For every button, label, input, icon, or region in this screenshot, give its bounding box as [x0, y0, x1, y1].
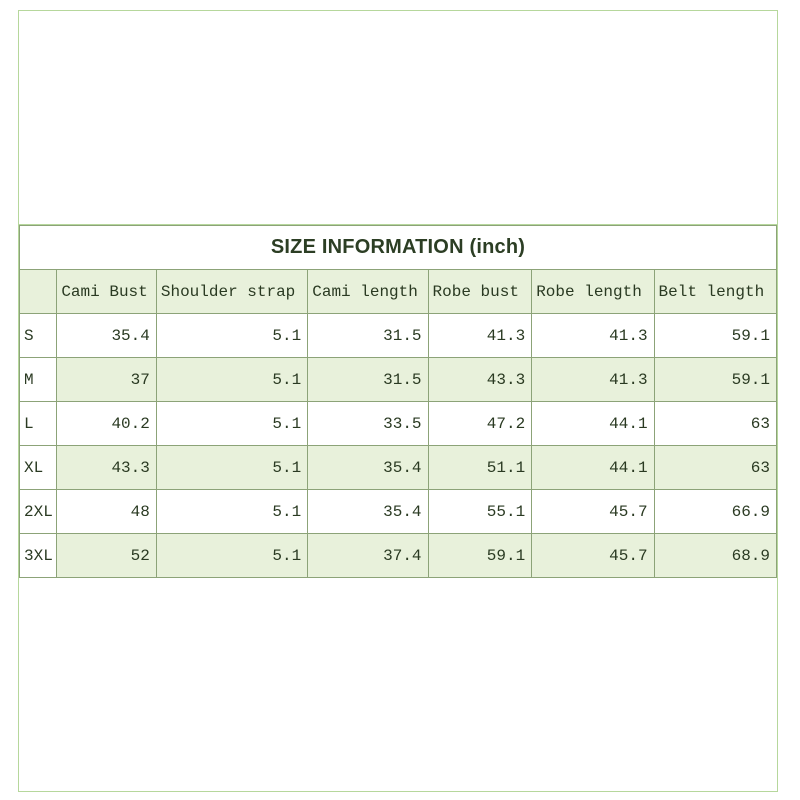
cell: 51.1	[428, 446, 532, 490]
table-row: S 35.4 5.1 31.5 41.3 41.3 59.1	[20, 314, 777, 358]
cell: 35.4	[308, 446, 428, 490]
cell: 41.3	[428, 314, 532, 358]
size-label: 3XL	[20, 534, 57, 578]
table-title: SIZE INFORMATION (inch)	[20, 226, 777, 270]
cell: 33.5	[308, 402, 428, 446]
table-row: L 40.2 5.1 33.5 47.2 44.1 63	[20, 402, 777, 446]
cell: 66.9	[654, 490, 776, 534]
cell: 45.7	[532, 534, 654, 578]
cell: 48	[57, 490, 157, 534]
cell: 5.1	[156, 314, 307, 358]
cell: 59.1	[428, 534, 532, 578]
cell: 41.3	[532, 314, 654, 358]
cell: 35.4	[308, 490, 428, 534]
cell: 45.7	[532, 490, 654, 534]
cell: 43.3	[57, 446, 157, 490]
cell: 55.1	[428, 490, 532, 534]
cell: 59.1	[654, 358, 776, 402]
col-header-belt-length: Belt length	[654, 270, 776, 314]
cell: 68.9	[654, 534, 776, 578]
cell: 47.2	[428, 402, 532, 446]
cell: 37	[57, 358, 157, 402]
cell: 5.1	[156, 446, 307, 490]
size-label: L	[20, 402, 57, 446]
cell: 31.5	[308, 314, 428, 358]
col-header-cami-length: Cami length	[308, 270, 428, 314]
table-row: 3XL 52 5.1 37.4 59.1 45.7 68.9	[20, 534, 777, 578]
col-header-robe-length: Robe length	[532, 270, 654, 314]
cell: 5.1	[156, 534, 307, 578]
cell: 40.2	[57, 402, 157, 446]
size-label: 2XL	[20, 490, 57, 534]
table-row: 2XL 48 5.1 35.4 55.1 45.7 66.9	[20, 490, 777, 534]
cell: 52	[57, 534, 157, 578]
col-header-size	[20, 270, 57, 314]
size-label: XL	[20, 446, 57, 490]
cell: 5.1	[156, 402, 307, 446]
cell: 44.1	[532, 402, 654, 446]
size-label: S	[20, 314, 57, 358]
cell: 35.4	[57, 314, 157, 358]
cell: 31.5	[308, 358, 428, 402]
canvas: SIZE INFORMATION (inch) Cami Bust Should…	[0, 0, 800, 800]
cell: 43.3	[428, 358, 532, 402]
cell: 41.3	[532, 358, 654, 402]
cell: 5.1	[156, 358, 307, 402]
cell: 44.1	[532, 446, 654, 490]
cell: 5.1	[156, 490, 307, 534]
col-header-shoulder-strap: Shoulder strap	[156, 270, 307, 314]
col-header-robe-bust: Robe bust	[428, 270, 532, 314]
table-row: XL 43.3 5.1 35.4 51.1 44.1 63	[20, 446, 777, 490]
cell: 37.4	[308, 534, 428, 578]
cell: 59.1	[654, 314, 776, 358]
col-header-cami-bust: Cami Bust	[57, 270, 157, 314]
table-row: M 37 5.1 31.5 43.3 41.3 59.1	[20, 358, 777, 402]
size-label: M	[20, 358, 57, 402]
cell: 63	[654, 402, 776, 446]
cell: 63	[654, 446, 776, 490]
size-table: SIZE INFORMATION (inch) Cami Bust Should…	[19, 225, 777, 578]
